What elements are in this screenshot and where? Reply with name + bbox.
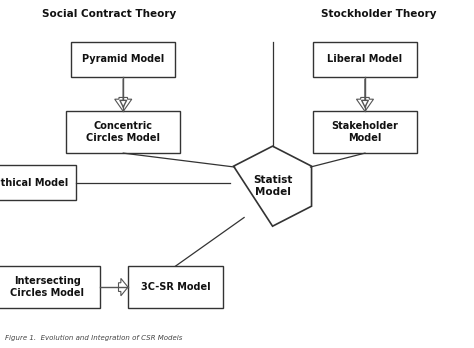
Polygon shape	[115, 97, 132, 111]
Text: Figure 1.  Evolution and Integration of CSR Models: Figure 1. Evolution and Integration of C…	[5, 335, 182, 341]
Polygon shape	[234, 146, 311, 226]
FancyBboxPatch shape	[0, 266, 100, 308]
FancyBboxPatch shape	[128, 266, 223, 308]
FancyBboxPatch shape	[313, 111, 417, 153]
Text: 3C-SR Model: 3C-SR Model	[141, 282, 210, 292]
FancyBboxPatch shape	[0, 165, 76, 200]
Polygon shape	[118, 278, 128, 296]
Text: Pyramid Model: Pyramid Model	[82, 54, 164, 64]
Text: Liberal Model: Liberal Model	[328, 54, 402, 64]
FancyBboxPatch shape	[313, 42, 417, 77]
Text: Ethical Model: Ethical Model	[0, 178, 68, 188]
FancyBboxPatch shape	[66, 111, 180, 153]
Text: Statist
Model: Statist Model	[253, 175, 292, 197]
FancyBboxPatch shape	[71, 42, 175, 77]
Text: Concentric
Circles Model: Concentric Circles Model	[86, 121, 160, 143]
Text: Stockholder Theory: Stockholder Theory	[321, 9, 437, 19]
Text: Intersecting
Circles Model: Intersecting Circles Model	[10, 276, 84, 298]
Text: Social Contract Theory: Social Contract Theory	[42, 9, 176, 19]
Polygon shape	[356, 97, 374, 111]
Text: Stakeholder
Model: Stakeholder Model	[331, 121, 399, 143]
